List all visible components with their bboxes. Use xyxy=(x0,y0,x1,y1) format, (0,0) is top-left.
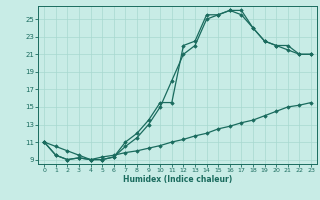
X-axis label: Humidex (Indice chaleur): Humidex (Indice chaleur) xyxy=(123,175,232,184)
